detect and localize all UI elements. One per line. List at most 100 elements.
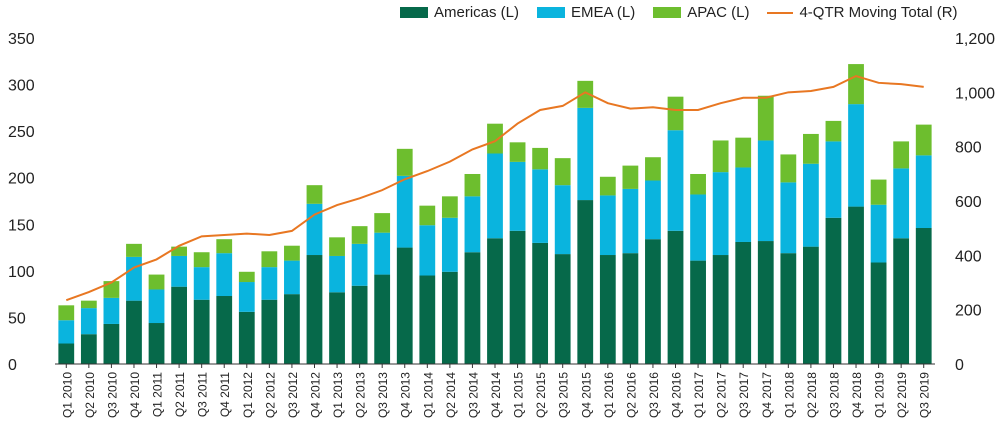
bar-apac xyxy=(419,205,436,226)
bar-apac xyxy=(712,140,729,173)
bar-apac xyxy=(509,142,526,162)
bar-apac xyxy=(238,271,255,283)
bar-americas xyxy=(735,241,752,364)
legend-label-moving-total: 4-QTR Moving Total (R) xyxy=(799,4,958,21)
x-tick-label: Q2 2010 xyxy=(83,372,97,418)
bar-americas xyxy=(103,323,120,364)
bar-emea xyxy=(103,297,120,324)
x-tick-label: Q4 2016 xyxy=(670,372,684,418)
bar-americas xyxy=(396,247,413,364)
x-tick-label: Q4 2017 xyxy=(760,372,774,418)
legend-swatch-americas xyxy=(400,7,428,18)
bar-emea xyxy=(126,256,142,301)
bar-apac xyxy=(216,239,233,254)
bar-emea xyxy=(238,282,255,312)
x-tick-label: Q3 2014 xyxy=(466,372,480,418)
x-tick-label: Q2 2019 xyxy=(895,372,909,418)
bar-apac xyxy=(284,245,300,261)
bar-emea xyxy=(148,289,165,324)
x-tick-label: Q4 2013 xyxy=(399,372,413,418)
bar-americas xyxy=(622,253,639,364)
bar-apac xyxy=(464,173,481,197)
x-tick-label: Q1 2011 xyxy=(151,372,165,417)
bar-emea xyxy=(374,232,391,275)
bar-americas xyxy=(374,274,391,364)
bar-apac xyxy=(58,305,75,321)
bar-emea xyxy=(396,175,413,248)
y-left-tick-label: 150 xyxy=(8,217,35,234)
bar-apac xyxy=(667,96,684,131)
bar-americas xyxy=(554,254,571,364)
bar-americas xyxy=(690,260,706,364)
y-left-tick-label: 50 xyxy=(8,310,26,327)
bar-americas xyxy=(848,206,864,364)
bar-americas xyxy=(284,294,300,364)
x-tick-label: Q4 2012 xyxy=(308,372,322,418)
bar-americas xyxy=(870,262,887,364)
bar-emea xyxy=(532,169,549,243)
y-right-tick-label: 0 xyxy=(955,357,964,374)
bar-americas xyxy=(645,239,661,364)
bar-apac xyxy=(487,123,503,154)
bar-emea xyxy=(735,167,752,242)
x-tick-label: Q1 2015 xyxy=(512,372,526,418)
y-left-tick-label: 350 xyxy=(8,31,35,48)
bar-emea xyxy=(712,172,729,256)
bar-americas xyxy=(803,246,819,364)
bar-apac xyxy=(261,251,278,268)
bar-americas xyxy=(216,296,233,364)
bar-americas xyxy=(825,217,842,364)
bar-americas xyxy=(148,323,165,364)
y-right-tick-label: 400 xyxy=(955,248,982,265)
bar-americas xyxy=(915,228,932,364)
legend-item-americas: Americas (L) xyxy=(400,4,519,21)
y-left-tick-label: 0 xyxy=(8,357,17,374)
bar-americas xyxy=(419,275,436,364)
bar-apac xyxy=(80,300,97,309)
x-tick-label: Q1 2017 xyxy=(692,372,706,418)
x-tick-label: Q3 2019 xyxy=(918,372,932,418)
bar-americas xyxy=(893,238,910,364)
x-tick-label: Q2 2018 xyxy=(805,372,819,418)
bar-emea xyxy=(58,320,75,344)
bar-americas xyxy=(171,286,187,364)
bar-emea xyxy=(645,180,661,240)
bar-apac xyxy=(780,154,797,183)
legend: Americas (L) EMEA (L) APAC (L) 4-QTR Mov… xyxy=(400,4,958,21)
bar-emea xyxy=(216,253,233,297)
legend-label-emea: EMEA (L) xyxy=(571,4,636,21)
bar-apac xyxy=(193,252,210,268)
bar-emea xyxy=(599,195,616,256)
x-tick-label: Q2 2015 xyxy=(534,372,548,418)
legend-label-americas: Americas (L) xyxy=(434,4,520,21)
x-tick-label: Q4 2018 xyxy=(850,372,864,418)
bar-americas xyxy=(712,255,729,364)
bar-emea xyxy=(80,308,97,335)
bar-americas xyxy=(577,200,594,364)
bar-americas xyxy=(351,285,368,364)
bar-emea xyxy=(577,107,594,201)
x-tick-label: Q2 2017 xyxy=(715,372,729,418)
x-tick-label: Q3 2017 xyxy=(737,372,751,418)
x-tick-label: Q4 2014 xyxy=(489,372,503,418)
x-tick-label: Q3 2010 xyxy=(105,372,119,418)
y-left-tick-label: 250 xyxy=(8,124,35,141)
legend-swatch-moving-total xyxy=(767,11,794,14)
y-right-tick-label: 200 xyxy=(955,303,982,320)
x-tick-label: Q1 2019 xyxy=(873,372,887,418)
bar-americas xyxy=(126,300,142,364)
x-tick-label: Q3 2015 xyxy=(557,372,571,418)
x-tick-label: Q1 2010 xyxy=(60,372,74,418)
bar-emea xyxy=(554,185,571,255)
bar-emea xyxy=(893,168,910,239)
bar-apac xyxy=(171,246,187,256)
bar-americas xyxy=(80,334,97,364)
x-tick-label: Q2 2013 xyxy=(354,372,368,418)
x-tick-label: Q4 2011 xyxy=(218,372,232,417)
y-left-tick-label: 200 xyxy=(8,171,35,188)
bar-emea xyxy=(915,155,932,229)
x-tick-label: Q2 2012 xyxy=(263,372,277,418)
bar-apac xyxy=(126,243,142,257)
bar-emea xyxy=(870,204,887,263)
